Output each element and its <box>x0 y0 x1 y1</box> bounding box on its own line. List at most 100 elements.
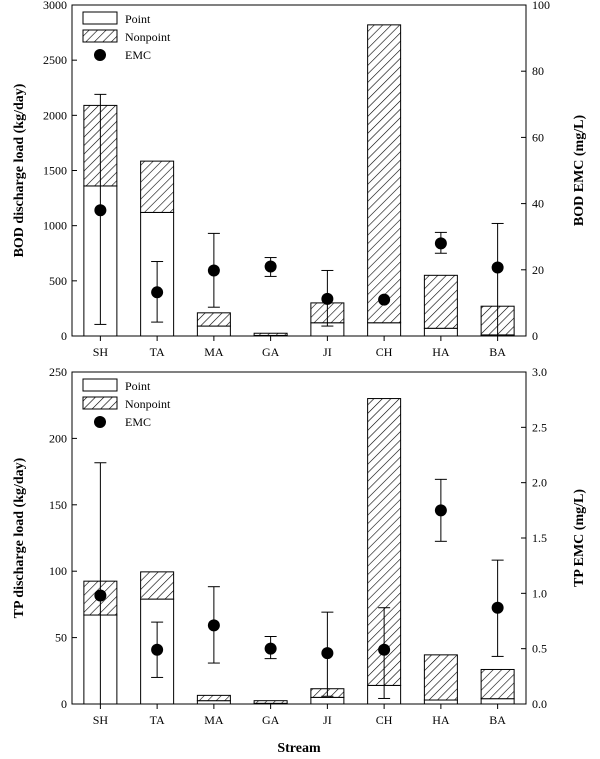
tp-x-axis: SH TA MA GA JI CH HA BA <box>93 704 506 727</box>
bar-nonpoint-ma <box>196 312 231 327</box>
legend-emc-marker <box>94 49 106 61</box>
emc-point-ha <box>434 237 447 250</box>
right-tick-label: 80 <box>532 64 544 78</box>
right-tick-label: 0.0 <box>532 697 547 711</box>
emc-point-ta <box>151 286 164 299</box>
bar-point-ch <box>367 322 402 337</box>
bar-nonpoint-ch <box>367 24 402 324</box>
tp-right-axis: 0.0 0.5 1.0 1.5 2.0 2.5 3.0 <box>521 365 547 711</box>
bod-legend: Point Nonpoint EMC <box>82 11 171 62</box>
left-tick-label: 100 <box>49 564 67 578</box>
right-tick-label: 100 <box>532 0 550 12</box>
right-tick-label: 20 <box>532 263 544 277</box>
x-tick-label-ma: MA <box>204 345 224 359</box>
bod-right-axis: 0 20 40 60 80 100 <box>521 0 550 343</box>
x-tick-label-ha: HA <box>432 713 450 727</box>
left-tick-label: 2000 <box>43 108 67 122</box>
tp-emc-axis-title: TP EMC (mg/L) <box>572 489 587 587</box>
legend-emc-label: EMC <box>125 48 151 62</box>
x-tick-label-ba: BA <box>489 713 506 727</box>
left-tick-label: 0 <box>61 697 67 711</box>
bar-point-ha <box>423 699 458 705</box>
bar-nonpoint-ba <box>480 668 515 700</box>
right-tick-label: 2.5 <box>532 420 547 434</box>
right-tick-label: 2.0 <box>532 476 547 490</box>
emc-point-ma <box>207 264 220 277</box>
bod-emc-axis-title: BOD EMC (mg/L) <box>572 115 587 227</box>
bar-nonpoint-ta <box>140 571 175 600</box>
bar-nonpoint-ma <box>196 694 231 702</box>
bar-nonpoint-ha <box>423 274 458 329</box>
stream-axis-title: Stream <box>277 741 321 756</box>
emc-point-ba <box>491 261 504 274</box>
left-tick-label: 50 <box>55 631 67 645</box>
right-tick-label: 0 <box>532 329 538 343</box>
bod-left-axis: 0 500 1000 1500 2000 2500 3000 <box>43 0 77 343</box>
bar-point-ba <box>480 698 515 705</box>
x-tick-label-ha: HA <box>432 345 450 359</box>
bar-nonpoint-ga <box>253 332 288 336</box>
tp-chart-panel: 0 50 100 150 200 250 0.0 0.5 1.0 1.5 2.0 2.5 3.0 SH… <box>12 365 587 756</box>
left-tick-label: 200 <box>49 431 67 445</box>
right-tick-label: 3.0 <box>532 365 547 379</box>
x-tick-label-ji: JI <box>323 713 332 727</box>
bod-bars <box>83 24 515 337</box>
bod-chart-panel: 0 500 1000 1500 2000 2500 3000 0 20 40 60 80 100 SH… <box>12 0 587 359</box>
left-tick-label: 3000 <box>43 0 67 12</box>
emc-point-ga <box>264 642 277 655</box>
emc-point-ch <box>378 643 391 656</box>
emc-point-sh <box>94 589 107 602</box>
emc-point-ji <box>321 292 334 305</box>
legend-nonpoint-swatch <box>82 396 118 410</box>
left-tick-label: 1000 <box>43 219 67 233</box>
emc-point-ch <box>378 293 391 306</box>
emc-point-ma <box>207 619 220 632</box>
x-tick-label-ji: JI <box>323 345 332 359</box>
tp-load-axis-title: TP discharge load (kg/day) <box>12 457 27 618</box>
right-tick-label: 1.5 <box>532 531 547 545</box>
x-tick-label-sh: SH <box>93 345 109 359</box>
emc-point-ta <box>151 643 164 656</box>
bar-nonpoint-ga <box>253 700 288 704</box>
x-tick-label-ch: CH <box>376 345 393 359</box>
x-tick-label-ga: GA <box>262 345 280 359</box>
left-tick-label: 0 <box>61 329 67 343</box>
x-tick-label-ch: CH <box>376 713 393 727</box>
right-tick-label: 1.0 <box>532 586 547 600</box>
tp-legend: Point Nonpoint EMC <box>82 378 171 429</box>
legend-nonpoint-label: Nonpoint <box>125 397 171 411</box>
x-tick-label-sh: SH <box>93 713 109 727</box>
left-tick-label: 1500 <box>43 164 67 178</box>
bod-emc-points <box>94 204 504 306</box>
left-tick-label: 150 <box>49 498 67 512</box>
right-tick-label: 60 <box>532 130 544 144</box>
x-tick-label-ta: TA <box>150 713 165 727</box>
x-tick-label-ga: GA <box>262 713 280 727</box>
legend-emc-label: EMC <box>125 415 151 429</box>
legend-nonpoint-swatch <box>82 29 118 43</box>
tp-emc-points <box>94 504 504 660</box>
right-tick-label: 0.5 <box>532 642 547 656</box>
left-tick-label: 250 <box>49 365 67 379</box>
legend-point-swatch <box>82 378 118 392</box>
bar-point-ha <box>423 327 458 337</box>
x-tick-label-ba: BA <box>489 345 506 359</box>
left-tick-label: 2500 <box>43 53 67 67</box>
tp-left-axis: 0 50 100 150 200 250 <box>49 365 77 711</box>
left-tick-label: 500 <box>49 274 67 288</box>
x-tick-label-ta: TA <box>150 345 165 359</box>
right-tick-label: 40 <box>532 197 544 211</box>
emc-point-ga <box>264 260 277 273</box>
x-tick-label-ma: MA <box>204 713 224 727</box>
emc-point-sh <box>94 204 107 217</box>
bar-point-ma <box>196 325 231 337</box>
emc-point-ba <box>491 601 504 614</box>
emc-point-ha <box>434 504 447 517</box>
legend-point-swatch <box>82 11 118 25</box>
legend-point-label: Point <box>125 12 151 26</box>
bod-x-axis: SH TA MA GA JI CH HA BA <box>93 336 506 359</box>
bar-nonpoint-ta <box>140 160 175 213</box>
bar-point-ji <box>310 696 345 705</box>
bar-nonpoint-ha <box>423 654 458 701</box>
